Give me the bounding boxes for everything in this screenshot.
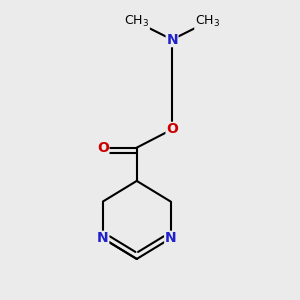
Text: N: N <box>97 231 109 245</box>
Text: CH$_3$: CH$_3$ <box>195 14 220 29</box>
Text: CH$_3$: CH$_3$ <box>124 14 149 29</box>
Text: N: N <box>166 33 178 46</box>
Text: N: N <box>165 231 176 245</box>
Text: O: O <box>166 122 178 136</box>
Text: O: O <box>97 141 109 154</box>
